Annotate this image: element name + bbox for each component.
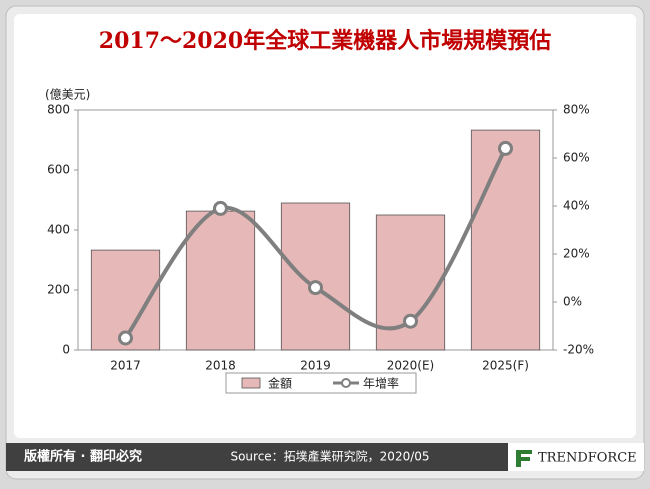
legend-box [225, 372, 417, 394]
point [308, 280, 323, 296]
y2-tick-label: 40% [563, 199, 590, 213]
y2-tick-label: 20% [563, 247, 590, 261]
legend-label: 年增率 [363, 376, 399, 391]
y-tick-label: 600 [47, 163, 70, 177]
chart-title: 2017～2020年全球工業機器人市場規模預估 [99, 28, 551, 54]
legend-label: 金額 [268, 376, 292, 391]
y-tick-label: 200 [47, 283, 70, 297]
x-tick-label: 2017 [110, 359, 141, 373]
source: Source：拓墣產業研究院，2020/05 [230, 449, 429, 464]
x-tick-label: 2018 [205, 359, 236, 373]
bar [280, 202, 351, 351]
copyright: 版權所有 · 翻印必究 [24, 449, 142, 465]
logo-box [508, 443, 644, 471]
bar [185, 210, 256, 351]
y2-tick-label: 0% [563, 295, 582, 309]
y-tick-label: 800 [47, 103, 70, 117]
y2-tick-label: 60% [563, 151, 590, 165]
y-axis-label: (億美元) [45, 88, 90, 102]
y-tick-label: 400 [47, 223, 70, 237]
legend-swatch [341, 378, 351, 388]
y2-tick-label: -20% [563, 343, 594, 357]
logo: TRENDFORCE [538, 451, 637, 466]
point [498, 140, 513, 156]
y-tick-label: 0 [62, 343, 70, 357]
legend-swatch [241, 377, 261, 389]
point [403, 313, 418, 329]
y2-tick-label: 80% [563, 103, 590, 117]
x-tick-label: 2025(F) [482, 359, 529, 373]
x-tick-label: 2019 [300, 359, 331, 373]
point [213, 200, 228, 216]
bar [470, 129, 541, 351]
logo-icon [516, 450, 532, 467]
point [118, 330, 133, 346]
x-tick-label: 2020(E) [387, 359, 434, 373]
